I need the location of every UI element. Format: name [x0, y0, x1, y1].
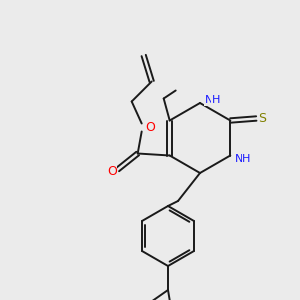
Text: S: S — [258, 112, 266, 125]
Text: N: N — [235, 154, 244, 164]
Text: H: H — [212, 95, 220, 105]
Text: O: O — [145, 121, 154, 134]
Text: H: H — [242, 154, 250, 164]
Text: O: O — [107, 165, 117, 178]
Text: N: N — [205, 95, 213, 105]
